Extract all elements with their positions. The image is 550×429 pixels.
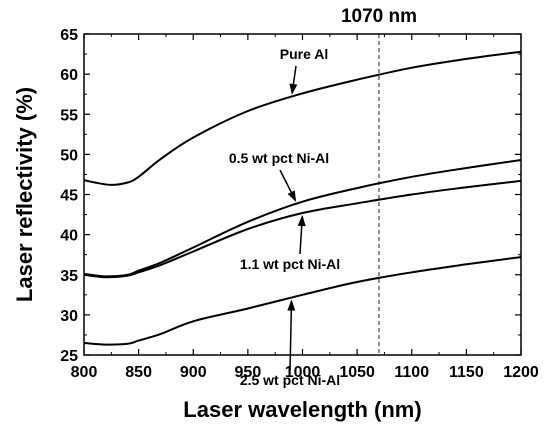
annotation-arrow-2	[299, 222, 303, 255]
y-tick-label: 35	[60, 268, 78, 285]
x-axis-title: Laser wavelength (nm)	[183, 397, 421, 422]
x-tick-label: 850	[125, 364, 152, 381]
annotation-label-1: 0.5 wt pct Ni-Al	[229, 150, 329, 166]
annotation-arrowhead-3	[287, 299, 296, 311]
y-tick-label: 40	[60, 228, 78, 245]
annotation-arrow-0	[292, 65, 297, 88]
x-tick-label: 1100	[394, 364, 429, 381]
annotation-label-2: 1.1 wt pct Ni-Al	[240, 256, 340, 272]
y-tick-label: 25	[60, 348, 78, 365]
y-tick-label: 55	[60, 107, 78, 124]
x-tick-label: 900	[180, 364, 207, 381]
series-line-3	[83, 256, 522, 346]
annotation-label-0: Pure Al	[280, 46, 329, 62]
y-axis-title: Laser reflectivity (%)	[12, 87, 37, 302]
annotations-layer: Pure Al 0.5 wt pct Ni-Al 1.1 wt pct Ni-Al 2…	[229, 46, 340, 388]
x-tick-label: 1150	[449, 364, 484, 381]
y-tick-label: 45	[60, 188, 78, 205]
annotation-arrowhead-1	[287, 190, 297, 202]
x-tick-label: 1050	[339, 364, 375, 381]
ticks-layer: 800 850 900 950 1000 1050 1100 1150 1200 25 30 35 40…	[60, 27, 539, 381]
annotation-arrow-1	[279, 169, 294, 196]
annotation-label-3: 2.5 wt pct Ni-Al	[240, 372, 340, 388]
y-tick-label: 50	[60, 147, 78, 164]
x-tick-label: 1000	[285, 364, 321, 381]
x-tick-label: 950	[235, 364, 262, 381]
series-line-0	[83, 50, 522, 186]
series-layer	[83, 50, 522, 346]
series-line-2	[83, 179, 522, 279]
reference-line-layer: 1070 nm	[341, 6, 417, 355]
x-tick-label: 800	[71, 364, 98, 381]
annotation-arrowhead-2	[297, 214, 306, 227]
y-tick-label: 65	[60, 27, 78, 44]
y-tick-label: 60	[60, 67, 78, 84]
annotation-arrowhead-0	[289, 83, 298, 95]
plot-frame	[83, 33, 522, 356]
annotation-arrow-3	[289, 307, 293, 372]
x-tick-label: 1200	[503, 364, 539, 381]
reference-line-label: 1070 nm	[341, 6, 417, 27]
y-tick-label: 30	[60, 308, 78, 325]
